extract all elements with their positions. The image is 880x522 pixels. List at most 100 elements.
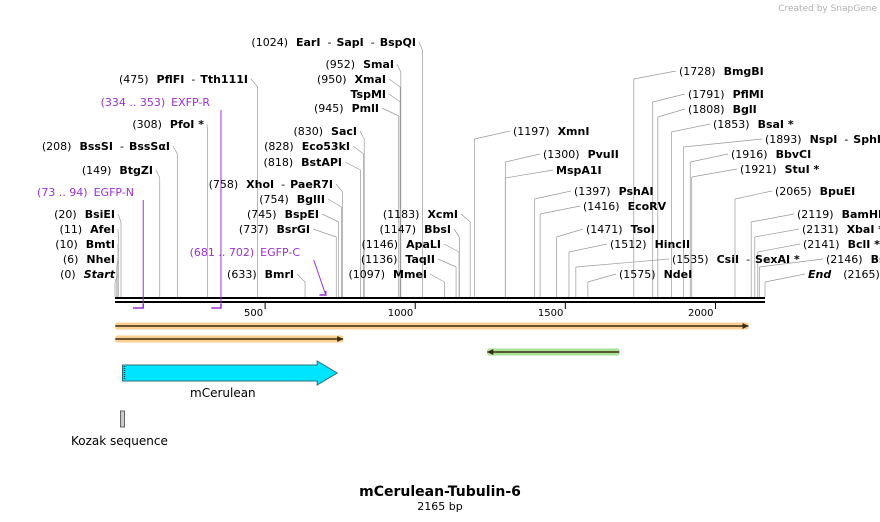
enzyme-position: (818) (264, 156, 294, 169)
enzyme-site-smai[interactable]: (952) SmaI (326, 58, 395, 71)
enzyme-site-apali[interactable]: (1146) ApaLI (362, 238, 442, 251)
enzyme-site-tspmi[interactable]: TspMI (350, 88, 386, 101)
enzyme-site-eco53ki[interactable]: (828) Eco53kI (264, 140, 350, 153)
enzyme-site-nhei[interactable]: (6) NheI (63, 253, 115, 266)
enzyme-position: (633) (227, 268, 257, 281)
primer-egfp-c[interactable]: (681 .. 702) EGFP-C (190, 246, 327, 296)
enzyme-name: PvuII (588, 148, 619, 161)
enzyme-site-afei[interactable]: (11) AfeI (60, 223, 115, 236)
enzyme-site-pshai[interactable]: (1397) PshAI (574, 185, 653, 198)
enzyme-label: (828) Eco53kI (264, 140, 350, 153)
enzyme-label: (830) SacI (293, 125, 357, 138)
enzyme-name: MspA1I (556, 164, 602, 177)
enzyme-site-nspi-sphi[interactable]: (1893) NspI - SphI (765, 133, 880, 146)
primer-label: (73 .. 94) EGFP-N (37, 186, 134, 199)
enzyme-site-bsiei[interactable]: (20) BsiEI (54, 208, 115, 221)
enzyme-site-mmei[interactable]: (1097) MmeI (348, 268, 427, 281)
primer-exfp-r[interactable]: (334 .. 353) EXFP-R (101, 96, 222, 309)
enzyme-position: (475) (119, 73, 149, 86)
enzyme-name: BsaI * (758, 118, 794, 131)
enzyme-position: (1535) (672, 253, 709, 266)
enzyme-site-bgli[interactable]: (1808) BglI (688, 103, 757, 116)
enzyme-name: TsoI (631, 223, 655, 236)
enzyme-site-bmti[interactable]: (10) BmtI (55, 238, 115, 251)
enzyme-site-tsoi[interactable]: (1471) TsoI (586, 223, 655, 236)
primer-label: (681 .. 702) EGFP-C (190, 246, 301, 259)
enzyme-site-start[interactable]: (0) Start (60, 268, 116, 281)
enzyme-site-bsssi-bsss-i[interactable]: (208) BssSI - BssSαI (42, 140, 170, 153)
enzyme-position: (1147) (380, 223, 417, 236)
enzyme-site-bpuei[interactable]: (2065) BpuEI (775, 185, 855, 198)
enzyme-name: BmgBI (724, 65, 764, 78)
enzyme-label: (1535) CsiI - SexAI * (672, 253, 800, 266)
enzyme-site-bstapi[interactable]: (818) BstAPI (264, 156, 342, 169)
enzyme-position: (1024) (251, 36, 288, 49)
enzyme-site-bspei[interactable]: (745) BspEI (247, 208, 319, 221)
label-connector (321, 213, 339, 223)
enzyme-site-xmai[interactable]: (950) XmaI (317, 73, 386, 86)
feature-mcerulean[interactable]: mCerulean (122, 360, 339, 400)
enzyme-site-mspa1i[interactable]: MspA1I (556, 164, 602, 177)
tick-label: 2000 (688, 308, 713, 319)
label-connector (587, 273, 617, 283)
enzyme-site-pfoi[interactable]: (308) PfoI * (132, 118, 204, 131)
enzyme-site-bsai[interactable]: (1853) BsaI * (713, 118, 794, 131)
primer-egfp-n[interactable]: (73 .. 94) EGFP-N (37, 186, 144, 309)
enzyme-position: (1893) (765, 133, 802, 146)
enzyme-site-pflfi-tth111i[interactable]: (475) PflFI - Tth111I (119, 73, 248, 86)
primer-range: (334 .. 353) (101, 96, 166, 109)
enzyme-site-btgzi[interactable]: (149) BtgZI (82, 164, 153, 177)
enzyme-name: CsiI (717, 253, 739, 266)
enzyme-site-ecorv[interactable]: (1416) EcoRV (583, 200, 667, 213)
enzyme-site-pflmi[interactable]: (1791) PflMI (688, 88, 764, 101)
enzyme-site-ndei[interactable]: (1575) NdeI (619, 268, 692, 281)
enzyme-site-bbsi[interactable]: (1147) BbsI (380, 223, 451, 236)
enzyme-site-csii-sexai[interactable]: (1535) CsiI - SexAI * (672, 253, 800, 266)
enzyme-label: (950) XmaI (317, 73, 386, 86)
enzyme-position: (828) (264, 140, 294, 153)
enzyme-site-saci[interactable]: (830) SacI (293, 125, 357, 138)
feature-track[interactable] (487, 348, 620, 356)
enzyme-label: (1728) BmgBI (679, 65, 764, 78)
enzyme-site-bmri[interactable]: (633) BmrI (227, 268, 294, 281)
enzyme-label: (1097) MmeI (348, 268, 427, 281)
feature-track[interactable] (115, 322, 749, 330)
enzyme-site-hincii[interactable]: (1512) HincII (610, 238, 690, 251)
enzyme-site-pmli[interactable]: (945) PmlI (314, 102, 379, 115)
enzyme-site-stui[interactable]: (1921) StuI * (740, 163, 820, 176)
enzyme-site-xmni[interactable]: (1197) XmnI (513, 125, 589, 138)
dna-backbone: 500 1000 1500 2000 (115, 297, 765, 319)
enzyme-position: (1853) (713, 118, 750, 131)
enzyme-position: (1197) (513, 125, 550, 138)
label-connector (734, 190, 773, 200)
label-connector (250, 78, 258, 88)
primer-range: (73 .. 94) (37, 186, 88, 199)
label-connector (443, 243, 460, 253)
enzyme-label: MspA1I (556, 164, 602, 177)
enzyme-label: (308) PfoI * (132, 118, 204, 131)
feature-track[interactable] (115, 335, 344, 343)
feature-kozak-sequence[interactable]: Kozak sequence (71, 410, 168, 448)
enzyme-site-end[interactable]: End (2165) (808, 268, 880, 281)
enzyme-site-xhoi-paer7i[interactable]: (758) XhoI - PaeR7I (209, 178, 333, 191)
enzyme-site-xcmi[interactable]: (1183) XcmI (383, 208, 458, 221)
enzyme-site-bbvci[interactable]: (1916) BbvCI (731, 148, 811, 161)
enzyme-site-pvuii[interactable]: (1300) PvuII (543, 148, 619, 161)
enzyme-name: BsiEI (85, 208, 115, 221)
enzyme-site-eari-sapi-bspqi[interactable]: (1024) EarI - SapI - BspQI (251, 36, 416, 49)
enzyme-site-bsrgi[interactable]: (737) BsrGI (239, 223, 310, 236)
enzyme-name: PfoI * (170, 118, 204, 131)
enzyme-site-bmgbi[interactable]: (1728) BmgBI (679, 65, 764, 78)
enzyme-name: BamHI (842, 208, 880, 221)
label-connector (172, 145, 178, 155)
enzyme-position: (11) (60, 223, 83, 236)
enzyme-site-bcli[interactable]: (2141) BclI * (803, 238, 880, 251)
enzyme-position: (2146) (826, 253, 863, 266)
enzyme-site-xbai[interactable]: (2131) XbaI * (802, 223, 880, 236)
enzyme-position: (2131) (802, 223, 839, 236)
enzyme-site-bamhi[interactable]: (2119) BamHI (797, 208, 880, 221)
enzyme-site-bsabi[interactable]: (2146) BsaBI * (826, 253, 880, 266)
enzyme-site-taqii[interactable]: (1136) TaqII (361, 253, 435, 266)
label-connector (652, 93, 686, 103)
enzyme-site-bglii[interactable]: (754) BglII (259, 193, 325, 206)
